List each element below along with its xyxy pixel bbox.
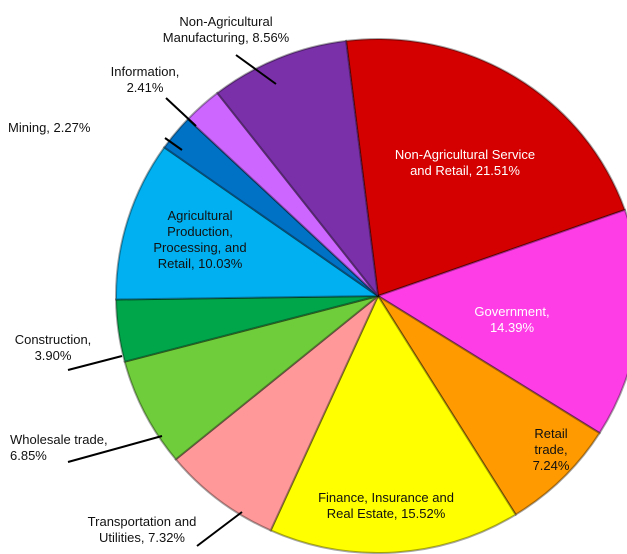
data-label: Agricultural Production, Processing, and… — [153, 208, 247, 271]
leader-line — [196, 511, 243, 547]
pie-slice — [375, 208, 627, 435]
data-label: Construction, 3.90% — [14, 332, 92, 363]
data-label: Wholesale trade, 6.85% — [10, 432, 108, 463]
pie-slice — [115, 295, 379, 363]
data-label: Mining, 2.27% — [8, 120, 91, 135]
data-label: Non-Agricultural Service and Retail, 21.… — [394, 147, 536, 178]
data-label: Information, 2.41% — [110, 64, 180, 95]
leader-line — [67, 355, 123, 371]
leader-line — [165, 97, 197, 127]
leader-line — [235, 54, 277, 85]
pie-slice — [344, 38, 627, 298]
leader-line — [67, 435, 163, 463]
pie-slice — [215, 39, 380, 300]
pie-slice — [174, 295, 379, 532]
data-label: Finance, Insurance and Real Estate, 15.5… — [318, 490, 454, 521]
pie-slice — [123, 295, 379, 461]
data-label: Government, 14.39% — [474, 304, 550, 335]
pie-slice — [377, 295, 601, 517]
data-label: Non-Agricultural Manufacturing, 8.56% — [162, 14, 290, 45]
pie-slice — [115, 145, 382, 301]
leader-line — [164, 137, 183, 151]
pie-slice — [269, 293, 518, 554]
data-label: Transportation and Utilities, 7.32% — [87, 514, 197, 545]
data-label: Retail trade, 7.24% — [532, 426, 570, 473]
